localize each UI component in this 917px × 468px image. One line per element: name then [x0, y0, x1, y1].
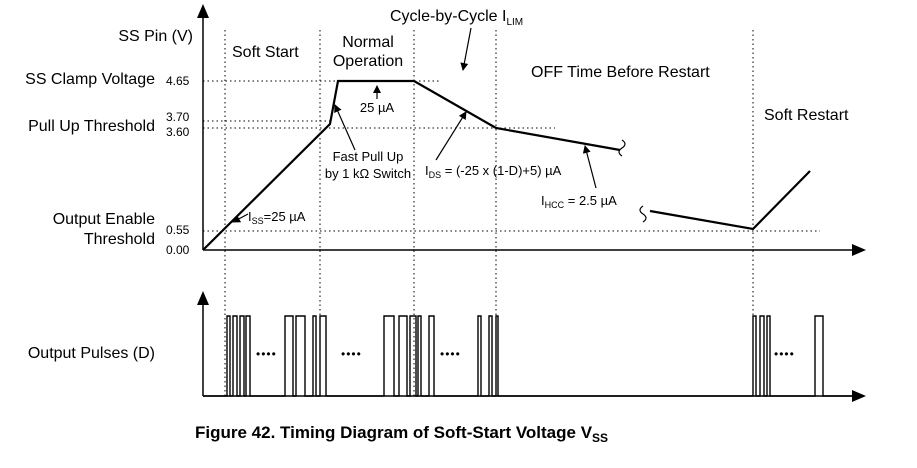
pulse-y-axis-arrowhead — [197, 291, 209, 305]
ss-y-axis-arrowhead — [197, 4, 209, 18]
ss-waveform — [202, 79, 811, 251]
pulse-group-1 — [203, 315, 858, 397]
phase-soft-start: Soft Start — [232, 44, 299, 61]
arrow-ihcc — [582, 145, 597, 189]
ss-discharge-restart — [649, 170, 811, 231]
ids-label: IDS = (-25 x (1-D)+5) µA — [425, 163, 562, 180]
tick-055: 0.55 — [166, 223, 190, 237]
arrow-cbc — [460, 27, 472, 71]
clamp-voltage-label: SS Clamp Voltage — [25, 71, 155, 88]
tick-labels: 4.65 3.70 3.60 0.55 0.00 — [166, 74, 190, 257]
ss-ramp-to-clamp — [202, 79, 621, 251]
ua25-label: 25 µA — [360, 100, 395, 115]
pulse-ellipsis-3: •••• — [440, 347, 461, 361]
pulse-x-axis-arrowhead — [852, 390, 866, 402]
y-axis-label: SS Pin (V) — [118, 28, 193, 45]
tick-370: 3.70 — [166, 110, 190, 124]
fast-pullup-label-2: by 1 kΩ Switch — [325, 166, 411, 181]
enable-threshold-label-2: Threshold — [84, 231, 155, 248]
arrow-ids — [435, 111, 467, 161]
ihcc-label: IHCC = 2.5 µA — [541, 193, 617, 210]
tick-360: 3.60 — [166, 125, 190, 139]
ss-x-axis-arrowhead — [852, 244, 866, 256]
annotation-arrows — [232, 27, 597, 223]
pulse-ellipsis-1: •••• — [256, 347, 277, 361]
enable-threshold-label-1: Output Enable — [53, 211, 155, 228]
pulse-ellipsis-2: •••• — [341, 347, 362, 361]
phase-normal-1: Normal — [342, 34, 394, 51]
iss-label: ISS=25 µA — [248, 209, 306, 226]
cbc-label: Cycle-by-Cycle ILIM — [390, 8, 523, 28]
break-mark-2 — [639, 205, 647, 223]
figure-caption: Figure 42. Timing Diagram of Soft-Start … — [195, 423, 608, 445]
phase-labels: Soft Start Normal Operation OFF Time Bef… — [232, 34, 849, 124]
break-mark-1 — [618, 139, 626, 157]
output-pulses: •••• •••• •••• •••• — [203, 315, 858, 397]
pullup-threshold-label: Pull Up Threshold — [28, 118, 155, 135]
arrow-iss — [232, 213, 249, 223]
left-labels: SS Pin (V) SS Clamp Voltage Pull Up Thre… — [25, 28, 193, 362]
arrow-fast-pullup — [334, 104, 356, 151]
current-annotations: Cycle-by-Cycle ILIM 25 µA Fast Pull Up b… — [248, 8, 617, 226]
output-pulses-label: Output Pulses (D) — [28, 345, 155, 362]
tick-465: 4.65 — [166, 74, 190, 88]
phase-off-time: OFF Time Before Restart — [531, 64, 710, 81]
tick-000: 0.00 — [166, 243, 190, 257]
phase-normal-2: Operation — [333, 53, 403, 70]
pulse-ellipsis-4: •••• — [774, 347, 795, 361]
fast-pullup-label-1: Fast Pull Up — [333, 149, 404, 164]
phase-soft-restart: Soft Restart — [764, 107, 849, 124]
